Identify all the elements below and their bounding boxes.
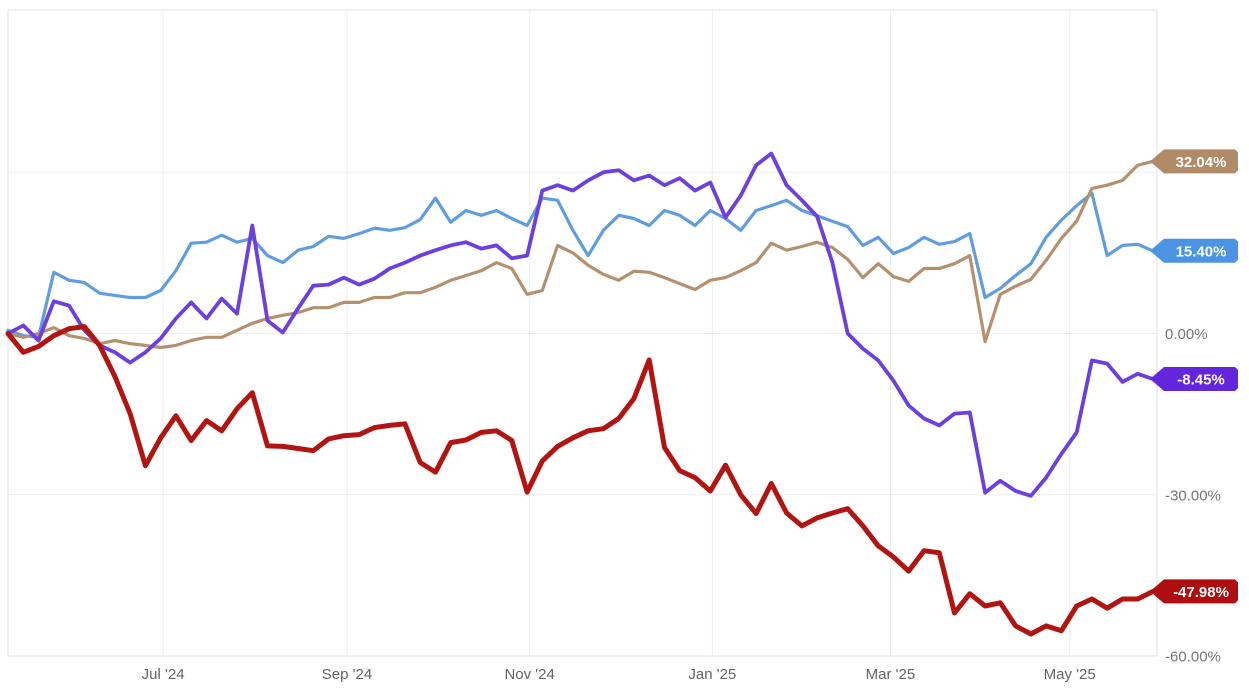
x-axis-label: Nov '24: [504, 666, 554, 683]
series-red-value-label: -47.98%: [1173, 584, 1229, 601]
series-purple-value-label: -8.45%: [1177, 371, 1225, 388]
series-red-line[interactable]: [5, 324, 1156, 637]
y-axis-label: 0.00%: [1165, 326, 1208, 343]
series-tan-line[interactable]: [6, 159, 1155, 350]
series-purple-value-badge: [1150, 366, 1238, 391]
y-axis-label: -60.00%: [1165, 649, 1221, 666]
series-tan-value-label: 32.04%: [1176, 154, 1227, 171]
series-blue-line[interactable]: [6, 191, 1155, 339]
x-axis-label: Sep '24: [322, 666, 372, 683]
x-axis-label: Jan '25: [688, 666, 736, 683]
x-axis-label: Jul '24: [142, 666, 185, 683]
x-axis-label: Mar '25: [866, 666, 916, 683]
y-axis-label: -30.00%: [1165, 487, 1221, 504]
series-tan-value-badge: [1150, 149, 1238, 174]
series-blue-value-badge: [1150, 238, 1238, 263]
series-blue-value-label: 15.40%: [1176, 243, 1227, 260]
x-axis-label: May '25: [1044, 666, 1096, 683]
series-red-value-badge: [1150, 579, 1238, 604]
series-purple-line[interactable]: [6, 151, 1155, 498]
